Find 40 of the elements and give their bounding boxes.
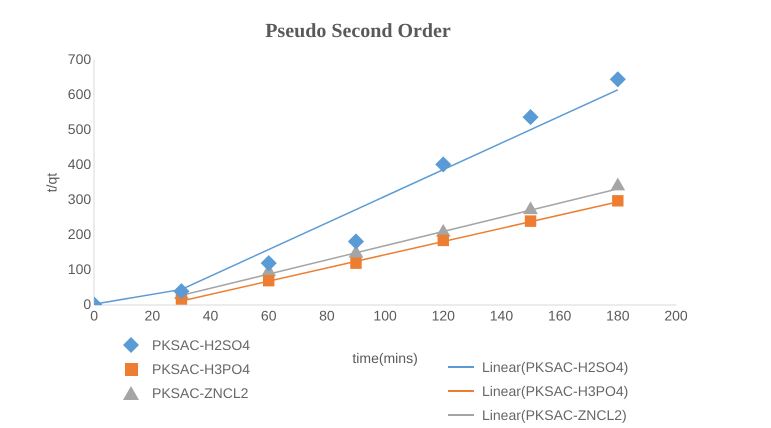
x-tick-label: 120 <box>432 307 456 324</box>
point <box>263 274 274 286</box>
point <box>260 255 276 271</box>
y-tick-label: 400 <box>68 156 92 172</box>
y-axis-title: t/qt <box>43 172 60 192</box>
x-tick-label: 160 <box>548 307 572 324</box>
point <box>438 234 449 246</box>
y-tick-label: 700 <box>68 50 92 67</box>
legend-label: Linear(PKSAC-H2SO4) <box>482 359 628 375</box>
point <box>436 156 452 172</box>
point <box>349 246 363 258</box>
y-tick-label: 100 <box>68 261 92 278</box>
point <box>610 72 626 88</box>
point <box>524 215 536 227</box>
point <box>350 257 362 269</box>
x-tick-label: 80 <box>319 307 335 324</box>
legend-label: PKSAC-ZNCL2 <box>152 385 248 401</box>
y-tick-label: 300 <box>68 190 92 207</box>
x-tick-label: 20 <box>144 307 160 324</box>
point <box>612 195 624 207</box>
chart-title: Pseudo Second Order <box>265 20 451 42</box>
y-tick-label: 600 <box>68 86 92 102</box>
x-tick-label: 180 <box>606 307 630 324</box>
x-tick-label: 200 <box>664 307 688 324</box>
legend-label: Linear(PKSAC-ZNCL2) <box>482 407 627 423</box>
y-tick-label: 500 <box>68 120 92 137</box>
x-tick-label: 100 <box>373 307 397 324</box>
x-tick-label: 40 <box>202 307 219 324</box>
y-tick-label: 0 <box>83 296 92 312</box>
point <box>524 202 538 214</box>
legend-label: Linear(PKSAC-H3PO4) <box>482 383 628 399</box>
x-tick-label: 60 <box>260 307 277 324</box>
point <box>174 283 190 299</box>
legend-label: PKSAC-H2SO4 <box>152 337 250 353</box>
x-axis-title: time(mins) <box>352 350 418 366</box>
y-tick-label: 200 <box>68 226 92 242</box>
point <box>348 234 364 250</box>
legend-label: PKSAC-H3PO4 <box>152 361 250 377</box>
point <box>522 109 538 125</box>
x-tick-label: 140 <box>490 307 514 324</box>
